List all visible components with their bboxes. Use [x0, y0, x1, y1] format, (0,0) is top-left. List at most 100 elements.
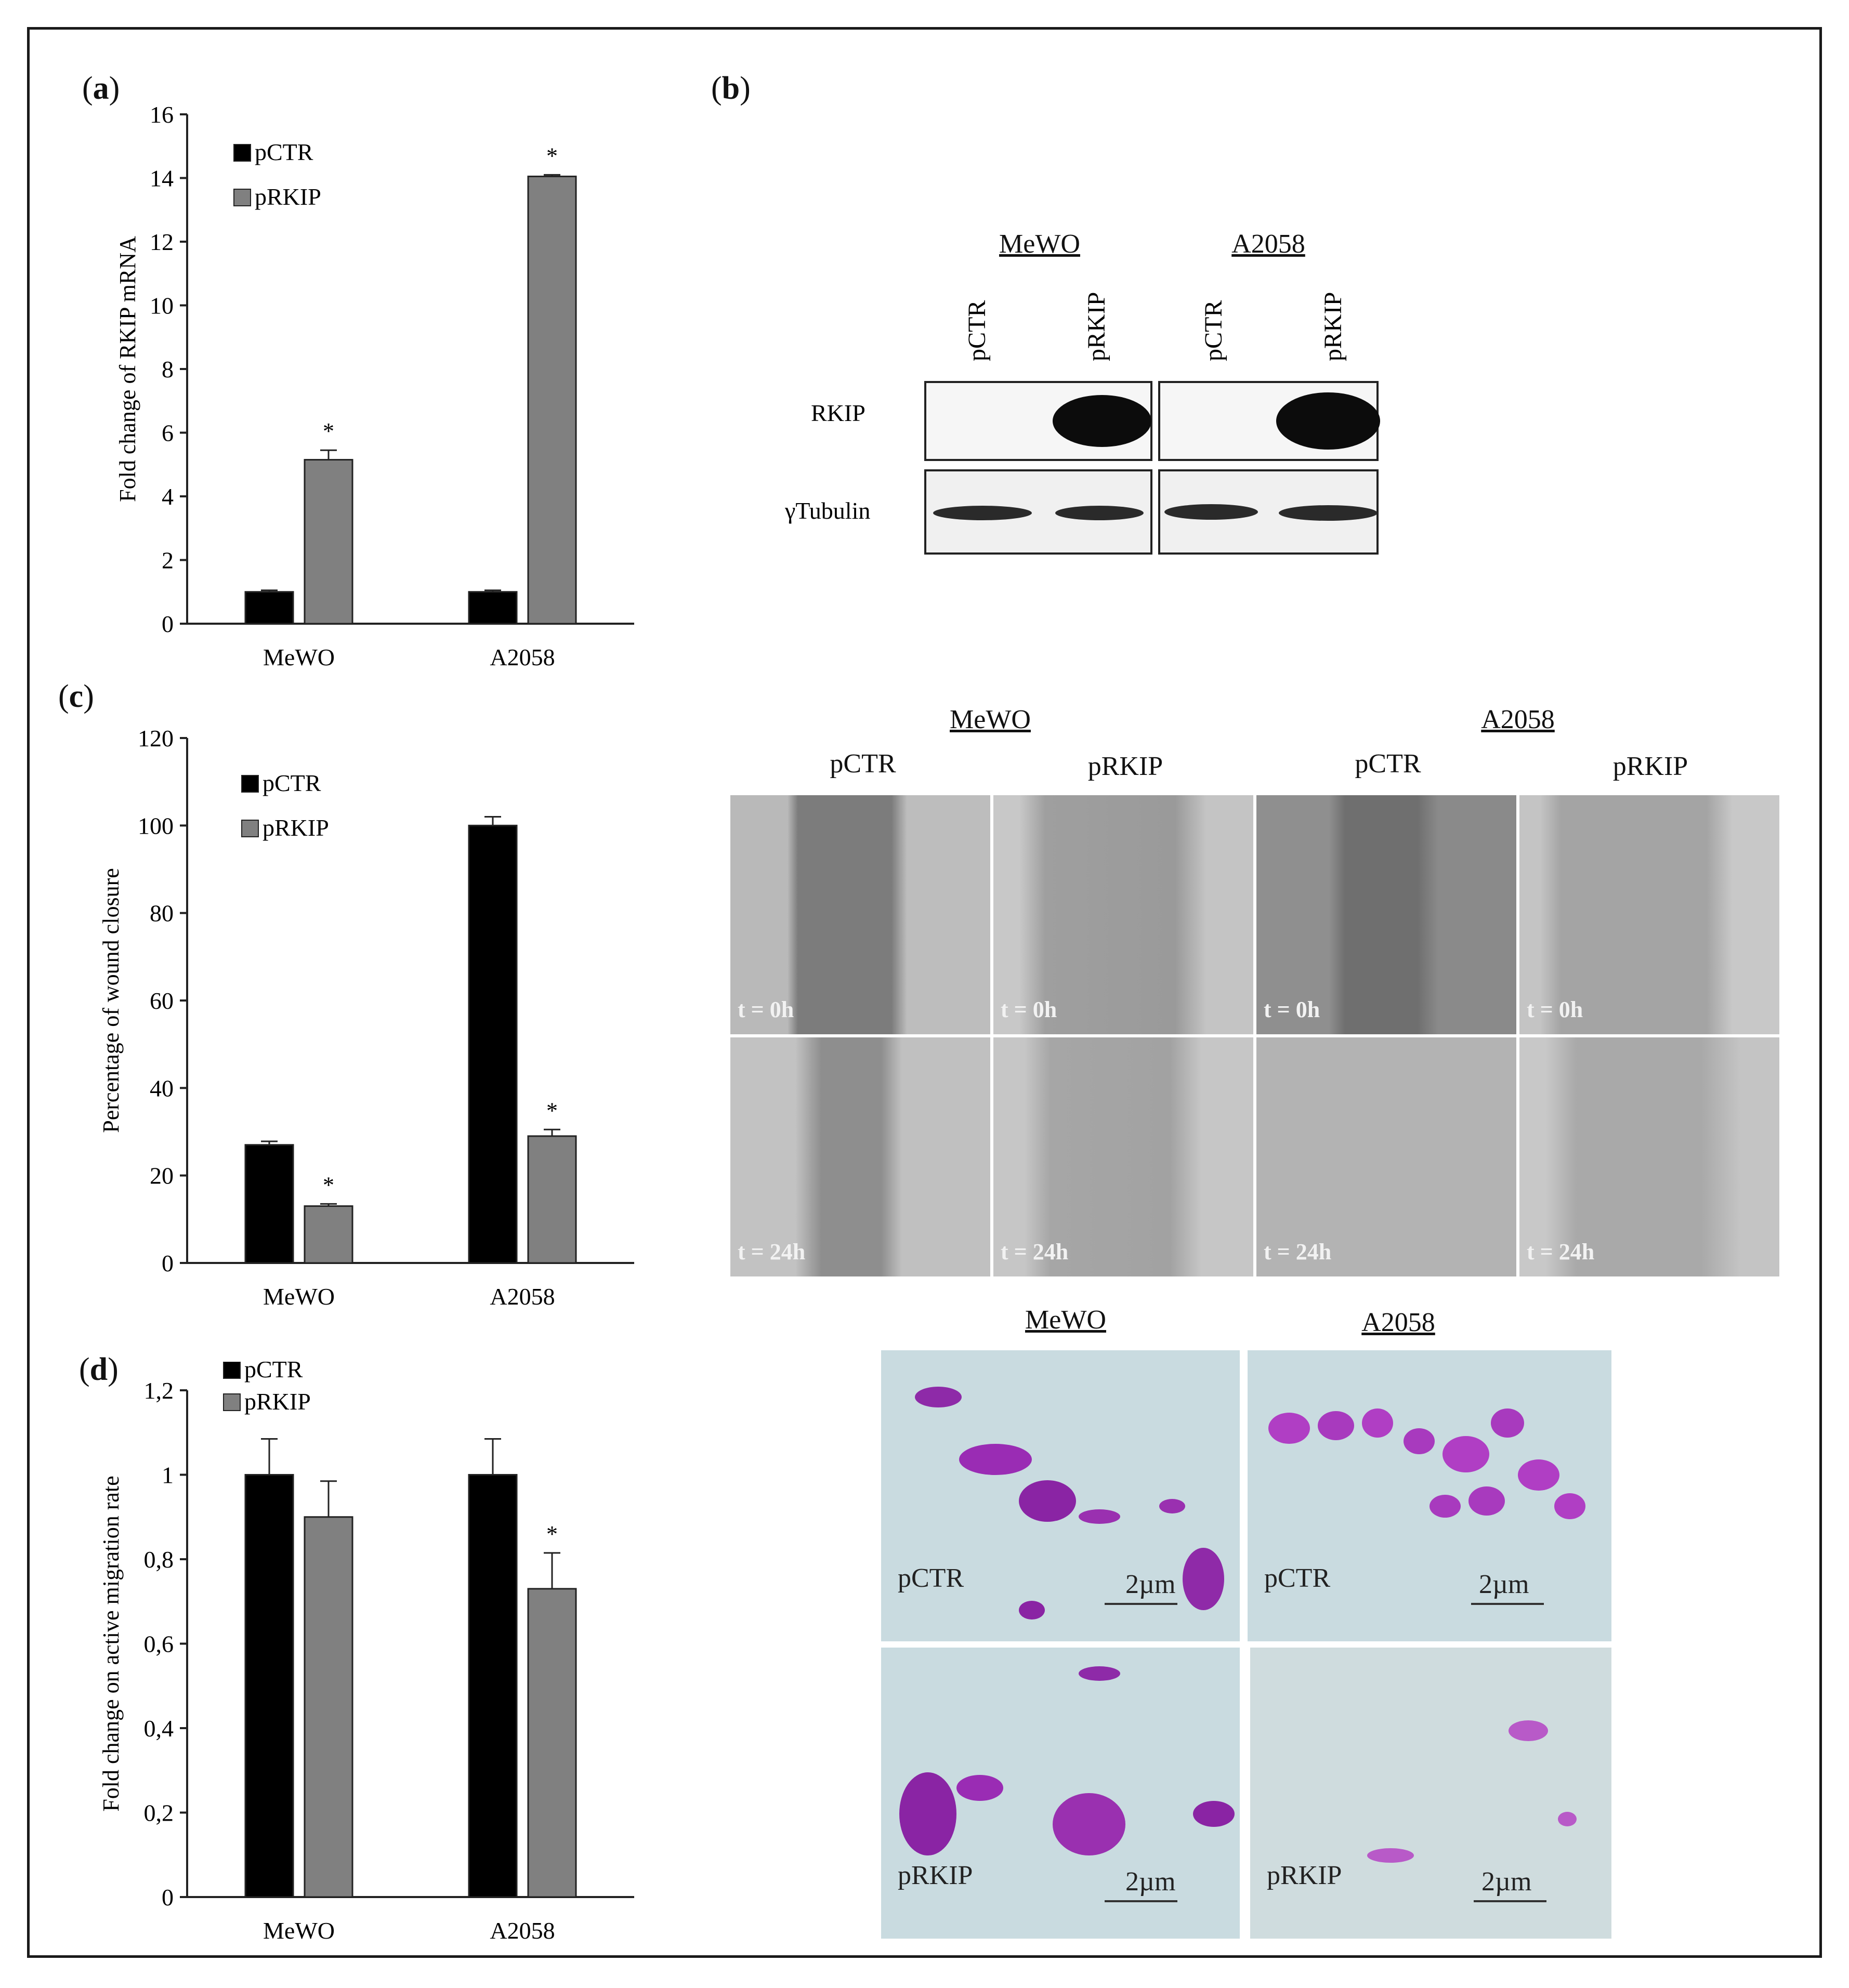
timepoint-label: t = 24h	[1527, 1239, 1595, 1265]
timepoint-label: t = 24h	[738, 1239, 806, 1265]
bar	[527, 175, 577, 625]
y-tick-label: 60	[150, 988, 174, 1014]
y-tick-label: 14	[150, 165, 174, 192]
bar	[304, 1205, 353, 1264]
blot-band-tubulin	[1279, 505, 1378, 521]
blot-cellline-a2058: A2058	[1231, 229, 1305, 259]
panel-label-d: (d)	[79, 1352, 119, 1387]
bar	[468, 1474, 518, 1898]
y-tick-label: 20	[150, 1163, 174, 1189]
wound-image: t = 24h	[1519, 1037, 1779, 1276]
timepoint-label: t = 24h	[1001, 1239, 1069, 1265]
legend-label: pCTR	[255, 139, 313, 165]
blot-row-label-tubulin: γTubulin	[784, 497, 870, 524]
scale-bar-label: 2µm	[1125, 1570, 1176, 1599]
legend-label: pRKIP	[255, 183, 321, 210]
blot-lane-label: pCTR	[1200, 300, 1227, 361]
stained-cells	[1367, 1720, 1577, 1863]
y-tick-label: 120	[138, 725, 174, 752]
legend-label: pRKIP	[263, 814, 329, 841]
y-tick-label: 0	[162, 1884, 174, 1911]
bar	[527, 1135, 577, 1264]
wound-image: t = 0h	[1519, 795, 1779, 1034]
stained-cells	[1268, 1408, 1585, 1519]
bar	[468, 591, 518, 625]
y-tick-label: 12	[150, 229, 174, 255]
transwell-row-label: pRKIP	[1267, 1861, 1342, 1890]
bar	[244, 591, 294, 625]
timepoint-label: t = 0h	[1264, 997, 1320, 1022]
legend-swatch	[241, 820, 259, 837]
x-tick-label: MeWO	[263, 644, 335, 670]
panel-label-c: (c)	[58, 679, 94, 714]
scale-bar-label: 2µm	[1125, 1867, 1176, 1897]
blot-lane-label: pRKIP	[1083, 292, 1110, 361]
timepoint-label: t = 0h	[1527, 997, 1583, 1022]
scale-bar	[1474, 1900, 1546, 1902]
scale-bar	[1105, 1900, 1177, 1902]
wound-cellline-a2058: A2058	[1481, 705, 1555, 734]
y-tick-label: 0,6	[144, 1631, 174, 1657]
transwell-image: pCTR 2µm	[881, 1350, 1240, 1641]
blot-image: pCTR pRKIP pCTR pRKIP RKIP γTubulin	[784, 292, 1380, 555]
blot-row-label-rkip: RKIP	[811, 400, 866, 426]
timepoint-label: t = 24h	[1264, 1239, 1332, 1265]
y-axis-title: Percentage of wound closure	[98, 868, 124, 1133]
y-tick-label: 8	[162, 356, 174, 383]
legend-swatch	[233, 189, 251, 206]
y-tick-label: 100	[138, 812, 174, 839]
wound-cellline-mewo: MeWO	[950, 705, 1031, 734]
y-tick-label: 0,8	[144, 1546, 174, 1573]
wound-col-label: pCTR	[1355, 749, 1421, 779]
bar	[244, 1474, 294, 1898]
wound-image: t = 24h	[1256, 1037, 1516, 1276]
scale-bar	[1105, 1603, 1177, 1605]
y-tick-label: 1,2	[144, 1377, 174, 1404]
wound-col-label: pCTR	[830, 749, 896, 779]
y-axis-title: Fold change on active migration rate	[98, 1476, 124, 1811]
wound-col-label: pRKIP	[1087, 752, 1163, 781]
blot-band-tubulin	[1055, 506, 1144, 520]
scale-bar	[1471, 1603, 1544, 1605]
transwell-image: pRKIP 2µm	[1250, 1648, 1611, 1939]
chart-d-active-migration: 0 0,2 0,4 0,6 0,8 1 1,2 Fold change on active m…	[98, 1362, 634, 1944]
y-tick-label: 0	[162, 1250, 174, 1276]
blot-band-rkip	[1276, 392, 1380, 450]
legend-swatch	[241, 775, 259, 793]
x-tick-label: A2058	[490, 1283, 555, 1310]
y-tick-label: 4	[162, 483, 174, 510]
chart-a-rkip-mrna: 0 2 4 6 8 10 12 14 16 Fold change of RKIP mRNA * Me…	[115, 101, 634, 670]
bar	[244, 1144, 294, 1264]
y-tick-label: 0,4	[144, 1715, 174, 1742]
transwell-image: pCTR 2µm	[1248, 1350, 1611, 1641]
significance-marker: *	[323, 1172, 334, 1197]
scale-bar-label: 2µm	[1479, 1570, 1529, 1599]
bar	[468, 824, 518, 1264]
transwell-row-label: pCTR	[1264, 1563, 1331, 1593]
bar	[527, 1588, 577, 1898]
legend-swatch	[233, 144, 251, 162]
transwell-image: pRKIP 2µm	[881, 1648, 1240, 1939]
significance-marker: *	[546, 1521, 558, 1547]
bar	[304, 1516, 353, 1898]
significance-marker: *	[546, 1098, 558, 1123]
blot-lane-label: pRKIP	[1319, 292, 1347, 361]
x-tick-label: A2058	[490, 644, 555, 670]
blot-band-rkip	[1053, 395, 1151, 447]
stained-cells	[915, 1387, 1224, 1620]
transwell-cellline-mewo: MeWO	[1025, 1305, 1106, 1335]
transwell-cellline-a2058: A2058	[1361, 1308, 1435, 1337]
x-tick-label: MeWO	[263, 1917, 335, 1944]
panel-label-a: (a)	[82, 71, 120, 106]
x-tick-label: A2058	[490, 1917, 555, 1944]
wound-image: t = 0h	[1256, 795, 1516, 1034]
transwell-row-label: pCTR	[898, 1563, 964, 1593]
legend-swatch	[223, 1393, 241, 1411]
significance-marker: *	[546, 143, 558, 168]
wound-image: t = 0h	[993, 795, 1253, 1034]
blot-band-tubulin	[933, 506, 1032, 520]
y-tick-label: 10	[150, 293, 174, 319]
transwell-row-label: pRKIP	[898, 1861, 973, 1890]
wound-image: t = 0h	[730, 795, 990, 1034]
timepoint-label: t = 0h	[738, 997, 794, 1022]
